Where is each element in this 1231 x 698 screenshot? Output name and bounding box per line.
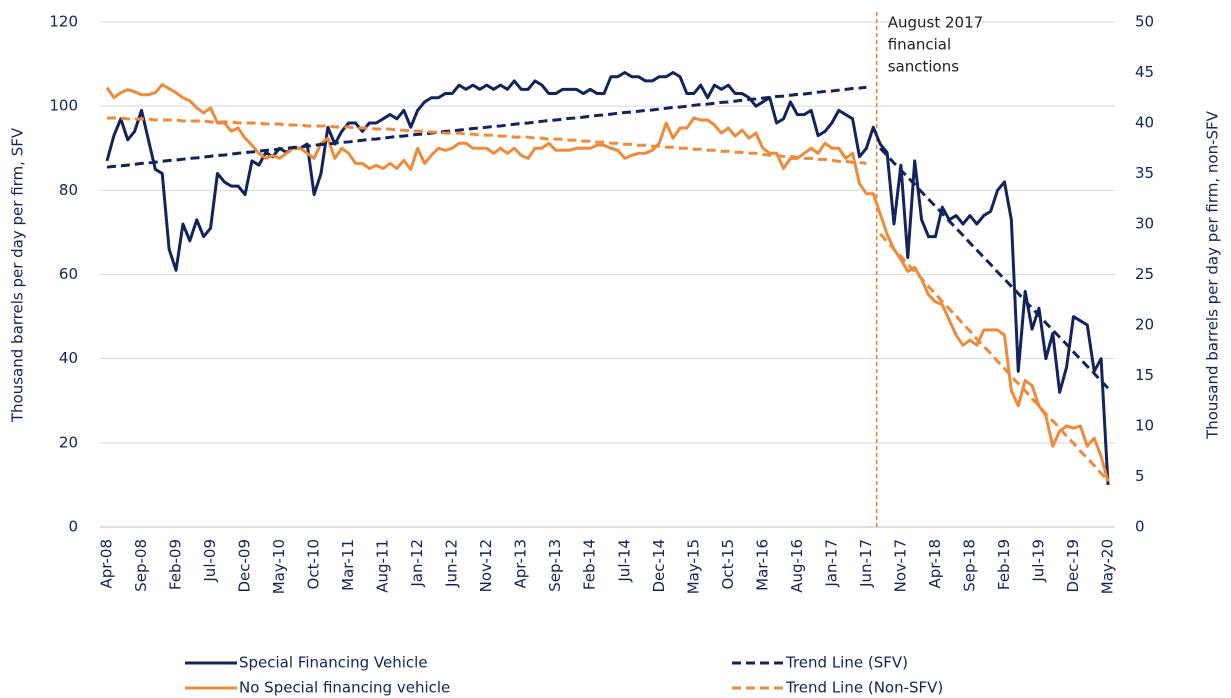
x-tick-label: Apr-18 <box>926 539 944 589</box>
x-tick-label: Apr-08 <box>98 539 116 589</box>
x-tick-label: May-15 <box>684 539 702 594</box>
x-tick-label: Oct-15 <box>719 539 737 589</box>
annotation-text: August 2017 <box>888 14 983 32</box>
trend-line <box>106 85 1110 390</box>
x-tick-label: Jan-17 <box>822 539 840 588</box>
x-tick-label: Jul-14 <box>615 539 633 583</box>
x-tick-label: Mar-16 <box>753 539 771 591</box>
x-tick-label: Jul-19 <box>1029 539 1047 583</box>
x-tick-label: Dec-14 <box>650 539 668 593</box>
x-tick-label: Oct-10 <box>305 539 323 589</box>
x-tick-label: Aug-11 <box>374 539 392 593</box>
x-tick-label: Sep-13 <box>546 539 564 592</box>
y-tick-label: 80 <box>59 181 78 199</box>
x-tick-label: Nov-12 <box>477 539 495 592</box>
x-tick-label: Feb-19 <box>995 539 1013 590</box>
x-tick-label: Apr-13 <box>512 539 530 589</box>
y2-axis-label: Thousand barrels per day per firm, non-S… <box>1204 110 1222 440</box>
y2-tick-label: 25 <box>1135 265 1154 283</box>
x-tick-label: Jun-17 <box>857 539 875 588</box>
x-tick-label: Feb-09 <box>167 539 185 590</box>
x-tick-label: Sep-08 <box>132 539 150 592</box>
y-tick-label: 100 <box>49 97 78 115</box>
y2-tick-label: 50 <box>1135 13 1154 31</box>
y2-tick-label: 40 <box>1135 114 1154 132</box>
y2-tick-label: 5 <box>1135 467 1145 485</box>
annotation-text: financial <box>888 36 951 54</box>
x-tick-label: Mar-11 <box>339 539 357 591</box>
series-line <box>105 71 1110 486</box>
x-tick-label: Nov-17 <box>891 539 909 592</box>
y-tick-label: 20 <box>59 433 78 451</box>
x-tick-label: Jul-09 <box>201 539 219 583</box>
y2-tick-label: 30 <box>1135 215 1154 233</box>
y-tick-label: 0 <box>68 518 78 536</box>
legend-label: Trend Line (Non-SFV) <box>785 679 943 697</box>
y-tick-label: 60 <box>59 265 78 283</box>
y2-tick-label: 20 <box>1135 316 1154 334</box>
x-tick-label: Sep-18 <box>960 539 978 592</box>
legend-label: No Special financing vehicle <box>239 679 450 697</box>
legend-label: Trend Line (SFV) <box>785 654 908 672</box>
x-tick-label: May-10 <box>270 539 288 594</box>
y2-tick-label: 15 <box>1135 366 1154 384</box>
x-tick-label: Jun-12 <box>443 539 461 588</box>
series-line <box>105 83 1110 482</box>
x-tick-label: May-20 <box>1099 539 1117 594</box>
y-axis-label: Thousand barrels per day per firm, SFV <box>9 127 27 423</box>
x-tick-label: Jan-12 <box>408 539 426 588</box>
legend-label: Special Financing Vehicle <box>239 654 428 672</box>
y2-tick-label: 10 <box>1135 417 1154 435</box>
x-tick-label: Feb-14 <box>581 539 599 590</box>
y2-tick-label: 0 <box>1135 518 1145 536</box>
trend-line <box>107 116 1110 482</box>
x-tick-label: Aug-16 <box>788 539 806 593</box>
y-tick-label: 120 <box>49 13 78 31</box>
y2-tick-label: 35 <box>1135 164 1154 182</box>
y-tick-label: 40 <box>59 349 78 367</box>
x-tick-label: Dec-09 <box>236 539 254 593</box>
y2-tick-label: 45 <box>1135 63 1154 81</box>
x-tick-label: Dec-19 <box>1064 539 1082 593</box>
annotation-text: sanctions <box>888 58 959 76</box>
